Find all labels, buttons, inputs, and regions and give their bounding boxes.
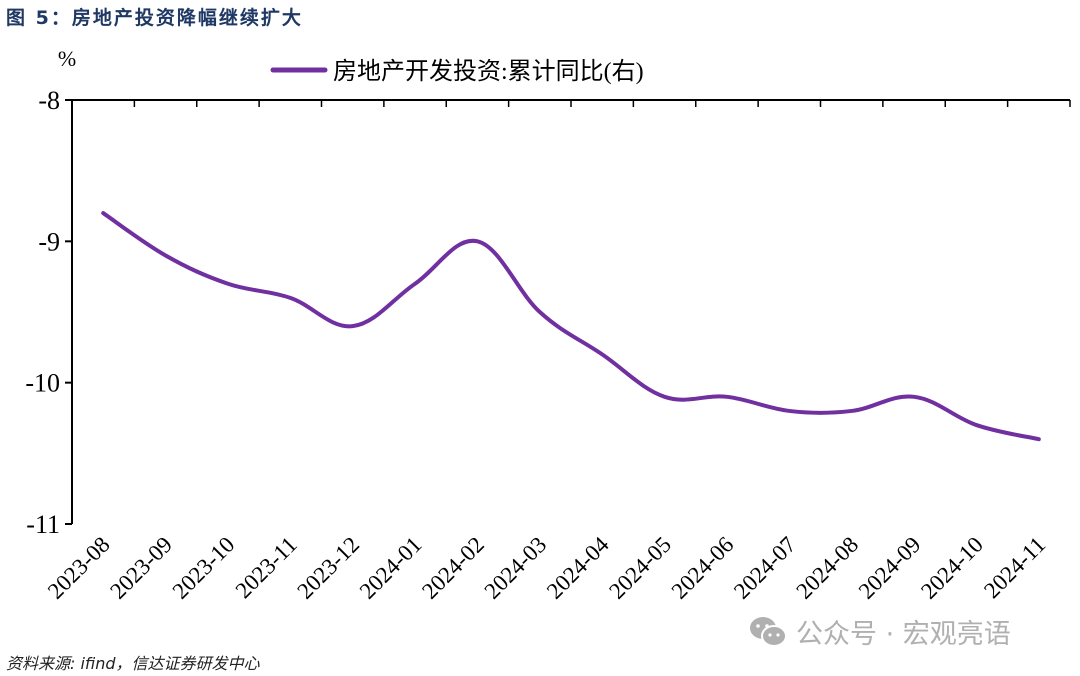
x-tick-label: 2024-02: [417, 532, 489, 604]
y-tick-label: -10: [25, 369, 60, 398]
x-tick-label: 2024-01: [355, 532, 427, 604]
legend-label: 房地产开发投资:累计同比(右): [333, 58, 644, 85]
watermark: 公众号 · 宏观亮语: [748, 612, 1011, 651]
chart-axes: -8 -9 -10 -11%: [25, 46, 1071, 539]
x-tick-label: 2023-09: [105, 532, 177, 604]
x-tick-label: 2023-11: [231, 532, 302, 603]
x-tick-label: 2023-08: [43, 532, 115, 604]
x-tick-label: 2024-05: [604, 532, 676, 604]
wechat-icon: [750, 616, 787, 647]
x-tick-label: 2024-08: [791, 532, 863, 604]
y-tick-label: -11: [26, 510, 60, 539]
source-note: 资料来源: ifind，信达证券研发中心: [6, 654, 260, 673]
x-axis-labels: 2023-082023-092023-102023-112023-122024-…: [43, 532, 1051, 604]
chart-legend: 房地产开发投资:累计同比(右): [270, 58, 644, 85]
figure-title: 图 5：房地产投资降幅继续扩大: [6, 7, 303, 29]
x-tick-label: 2024-11: [979, 532, 1050, 603]
x-tick-label: 2023-12: [292, 532, 364, 604]
y-tick-label: -8: [38, 86, 60, 115]
x-tick-label: 2024-07: [729, 532, 801, 604]
line-chart: -8-9-10-11% 房地产开发投资:累计同比(右) 2023-082023-…: [25, 46, 1071, 604]
watermark-text: 公众号 · 宏观亮语: [796, 619, 1011, 650]
x-tick-label: 2024-09: [854, 532, 926, 604]
x-tick-label: 2024-03: [479, 532, 551, 604]
x-tick-label: 2024-04: [542, 532, 614, 604]
x-tick-label: 2024-10: [916, 532, 988, 604]
series-line: [101, 211, 1041, 442]
x-tick-label: 2024-06: [667, 532, 739, 604]
y-tick-label: -9: [38, 227, 60, 256]
x-tick-label: 2023-10: [168, 532, 240, 604]
y-axis-unit: %: [58, 46, 76, 71]
